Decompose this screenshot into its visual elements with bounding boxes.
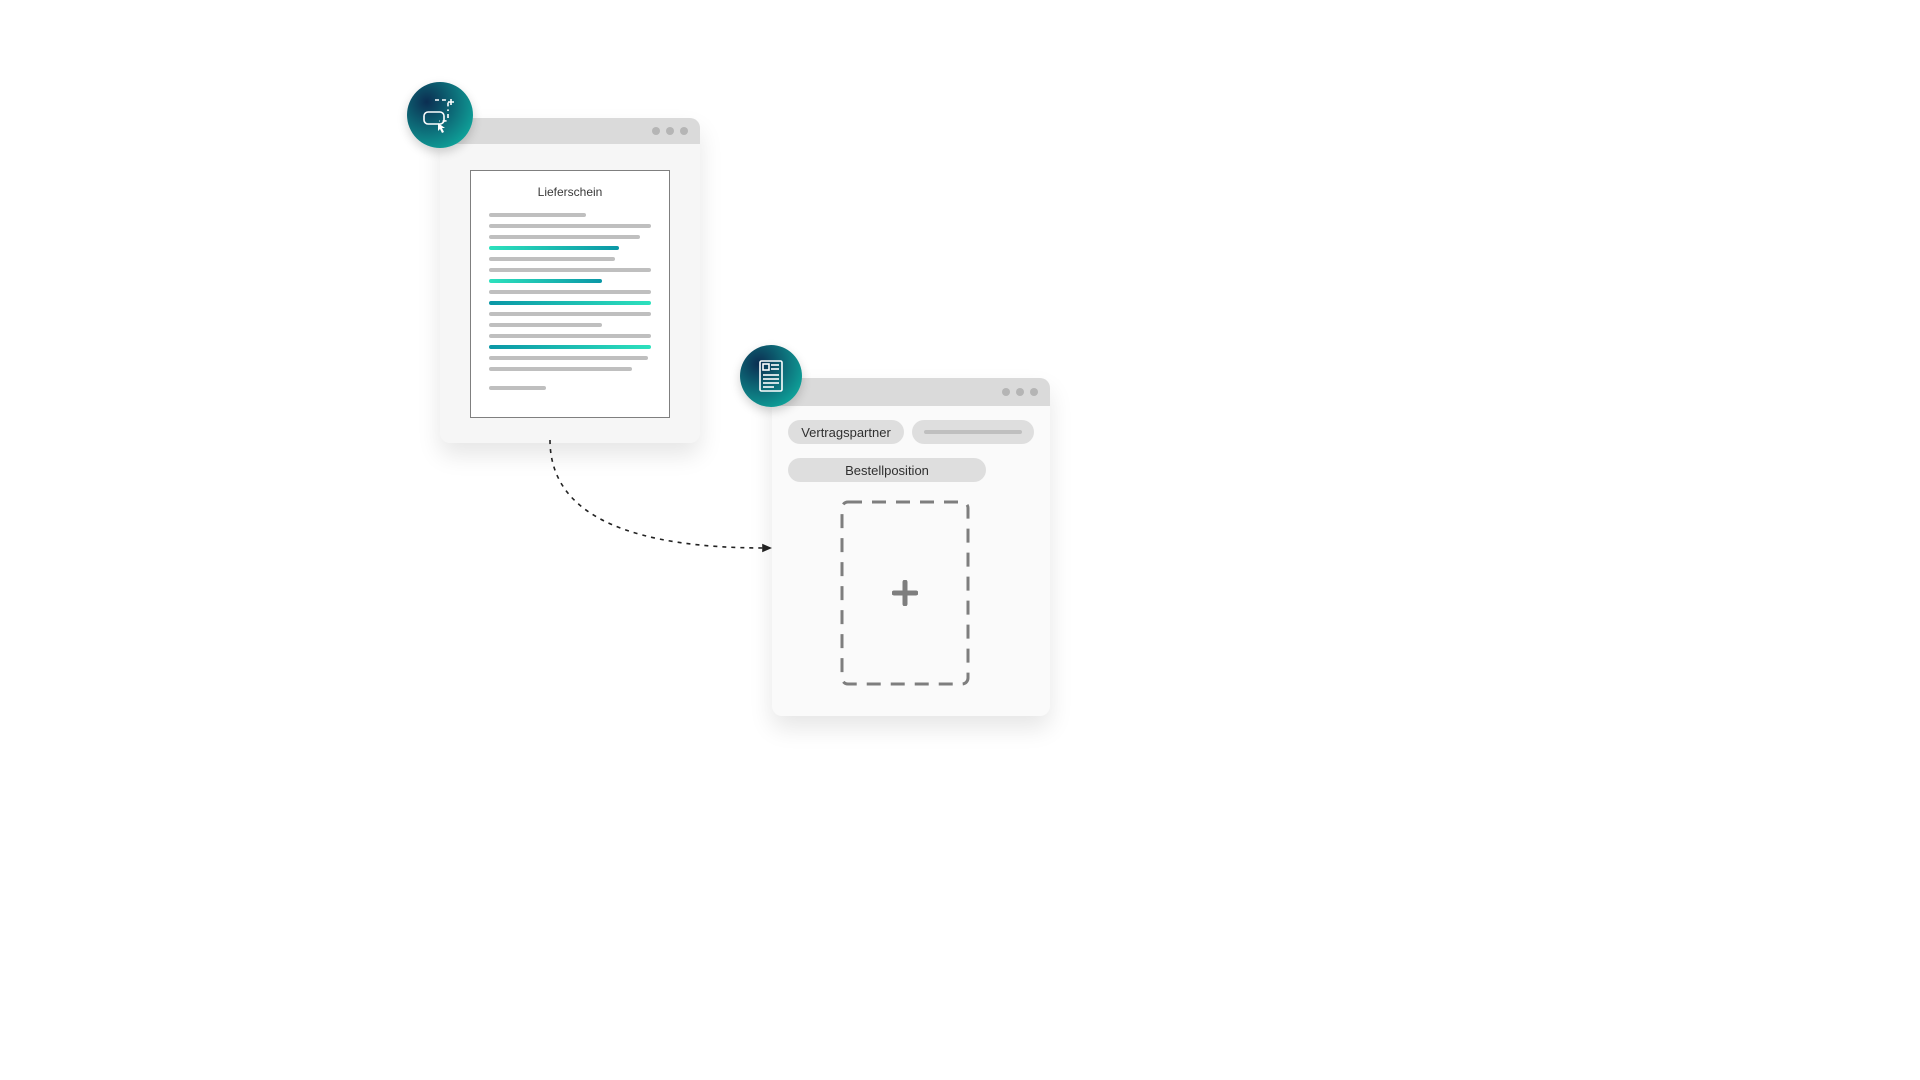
flow-arrow: [520, 430, 790, 570]
window-titlebar: [772, 378, 1050, 406]
drag-drop-badge: [407, 82, 473, 148]
window-traffic-lights: [652, 127, 688, 135]
source-document-window: Lieferschein: [440, 118, 700, 443]
pill-label: Bestellposition: [845, 463, 929, 478]
pill-bestellposition[interactable]: Bestellposition: [788, 458, 986, 482]
traffic-dot: [1030, 388, 1038, 396]
traffic-dot: [1016, 388, 1024, 396]
traffic-dot: [652, 127, 660, 135]
traffic-dot: [1002, 388, 1010, 396]
plus-icon: [892, 580, 918, 606]
window-titlebar: [440, 118, 700, 144]
form-area: Vertragspartner Bestellposition: [772, 406, 1050, 700]
document-badge: [740, 345, 802, 407]
drag-drop-icon: [407, 82, 473, 148]
pill-vertragspartner[interactable]: Vertragspartner: [788, 420, 904, 444]
document-body-lines: [489, 213, 651, 390]
pill-placeholder[interactable]: [912, 420, 1034, 444]
document-list-icon: [740, 345, 802, 407]
traffic-dot: [680, 127, 688, 135]
traffic-dot: [666, 127, 674, 135]
target-form-window: Vertragspartner Bestellposition: [772, 378, 1050, 716]
window-traffic-lights: [1002, 388, 1038, 396]
pill-label: Vertragspartner: [801, 425, 891, 440]
document-title: Lieferschein: [489, 185, 651, 199]
dropzone[interactable]: [840, 500, 970, 686]
document-preview[interactable]: Lieferschein: [470, 170, 670, 418]
